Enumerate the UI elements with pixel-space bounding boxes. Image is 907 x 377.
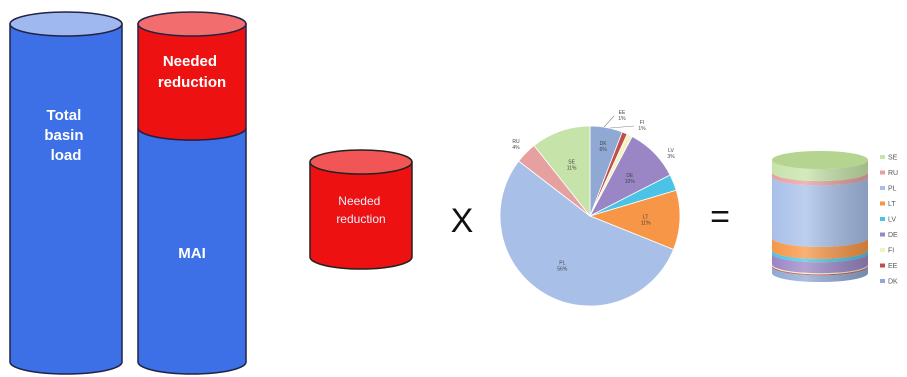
cylinder-top-cap: [772, 151, 868, 169]
multiply-sign: X: [451, 202, 474, 240]
result-stacked-cylinder: [772, 151, 868, 282]
small-label-line-1: Needed: [338, 194, 380, 208]
legend-swatch-lv: [880, 217, 885, 221]
cylinder-shading: [772, 160, 868, 282]
legend-label-pl: PL: [888, 186, 897, 193]
pie-pct-ee: 1%: [618, 116, 626, 122]
pie-label-dk: DK: [600, 141, 608, 147]
pie-pct-lt: 11%: [641, 221, 651, 227]
pie-pct-de: 10%: [625, 179, 636, 185]
legend-swatch-de: [880, 232, 885, 237]
small-needed-reduction-cylinder: Needed reduction: [309, 149, 413, 270]
total-label-line-3: load: [51, 147, 82, 164]
pie-label-lv: LV: [668, 148, 674, 154]
pie-label-ru: RU: [512, 139, 520, 145]
small-label-line-2: reduction: [336, 212, 385, 226]
leader-line-ee: [603, 115, 615, 128]
pie-label-de: DE: [626, 173, 634, 179]
legend-label-fi: FI: [888, 248, 894, 255]
total-basin-load-label: Total basin load: [44, 107, 87, 164]
legend-label-se: SE: [888, 155, 898, 162]
legend: SE RU PL LT LV DE FI EE DK: [880, 155, 898, 286]
legend-swatch-ru: [880, 170, 885, 175]
pie-label-ee: EE: [619, 110, 626, 116]
legend-label-ee: EE: [888, 263, 898, 270]
small-needed-reduction-label: Needed reduction: [336, 194, 385, 226]
needed-reduction-label: Needed reduction: [158, 53, 226, 91]
legend-swatch-se: [880, 155, 885, 159]
legend-swatch-ee: [880, 263, 885, 268]
pie-slice-se: [533, 125, 591, 218]
pie-pct-ru: 4%: [512, 145, 520, 151]
legend-label-lt: LT: [888, 201, 896, 208]
mai-label: MAI: [178, 245, 206, 262]
leader-line-fi: [609, 125, 635, 129]
pie-pct-pl: 56%: [557, 267, 568, 273]
pie-pct-lv: 3%: [667, 154, 675, 160]
mai-cylinder: Needed reduction MAI: [137, 11, 247, 375]
total-label-line-1: Total: [47, 107, 82, 124]
pie-label-fi: FI: [640, 120, 644, 126]
legend-label-ru: RU: [888, 170, 898, 177]
pie-label-lt: LT: [643, 215, 648, 221]
legend-swatch-fi: [880, 248, 885, 252]
pie-pct-se: 11%: [567, 165, 577, 171]
legend-label-dk: DK: [888, 279, 898, 286]
equals-sign: =: [710, 198, 730, 236]
pie-label-se: SE: [568, 159, 575, 165]
pie-pct-fi: 1%: [638, 126, 646, 132]
needed-label-line-2: reduction: [158, 74, 226, 91]
needed-label-line-1: Needed: [163, 53, 217, 70]
pie-label-pl: PL: [559, 261, 565, 267]
legend-swatch-pl: [880, 186, 885, 190]
pie-slice-pl: [499, 160, 675, 307]
legend-label-lv: LV: [888, 217, 896, 224]
legend-swatch-lt: [880, 201, 885, 206]
pie-pct-dk: 6%: [599, 147, 607, 153]
total-basin-load-cylinder: Total basin load: [9, 11, 123, 375]
legend-swatch-dk: [880, 279, 885, 283]
total-label-line-2: basin: [44, 127, 83, 144]
legend-label-de: DE: [888, 232, 898, 239]
